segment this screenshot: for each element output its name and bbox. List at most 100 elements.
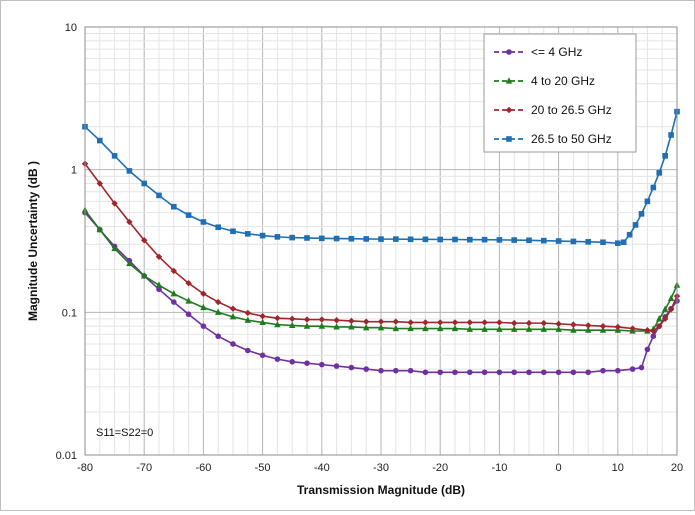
- data-point: [185, 311, 192, 318]
- legend-label: 26.5 to 50 GHz: [531, 132, 612, 146]
- data-point: [289, 359, 296, 365]
- data-point: [451, 319, 459, 326]
- data-point: [259, 318, 266, 326]
- legend: <= 4 GHz 4 to 20 GHz 20 to 26.5 GHz 26.5 to…: [483, 33, 637, 153]
- data-point: [496, 369, 503, 376]
- data-point: [141, 237, 148, 244]
- data-point: [668, 132, 674, 138]
- data-point: [377, 323, 385, 331]
- data-point: [215, 308, 222, 315]
- series-3: [81, 160, 681, 335]
- data-point: [111, 244, 118, 252]
- data-point: [644, 346, 651, 353]
- data-point: [348, 364, 355, 371]
- data-point: [422, 369, 429, 376]
- data-point: [170, 267, 177, 275]
- data-point: [599, 326, 607, 333]
- data-point: [407, 324, 414, 332]
- data-point: [496, 319, 503, 326]
- x-tick-label: 10: [612, 462, 624, 474]
- data-point: [274, 320, 281, 328]
- data-point: [141, 272, 148, 279]
- data-point: [378, 367, 384, 374]
- data-point: [393, 367, 399, 374]
- y-axis-title: Magnitude Uncertainty (dB ): [26, 161, 40, 321]
- x-tick-labels: -80 -70 -60 -50 -40 -30 -20 -10 0 10 20: [77, 462, 683, 474]
- data-point: [656, 315, 663, 322]
- data-point: [126, 168, 133, 174]
- data-point: [667, 294, 675, 302]
- data-point: [393, 236, 399, 242]
- data-point: [111, 200, 118, 207]
- x-tick-label: -70: [136, 462, 152, 474]
- x-tick-label: -60: [195, 462, 211, 474]
- data-point: [318, 322, 325, 329]
- data-point: [650, 333, 657, 340]
- data-point: [200, 323, 207, 329]
- data-point: [644, 326, 651, 334]
- data-point: [422, 319, 429, 326]
- data-point: [638, 211, 645, 217]
- data-point: [363, 318, 370, 325]
- data-point: [452, 369, 458, 376]
- data-point: [230, 341, 236, 347]
- data-point: [392, 324, 399, 332]
- data-point: [378, 236, 384, 242]
- data-point: [126, 259, 133, 267]
- legend-items: <= 4 GHz 4 to 20 GHz 20 to 26.5 GHz 26.5 to…: [494, 45, 612, 146]
- data-point: [244, 309, 251, 317]
- data-point: [126, 218, 133, 226]
- data-point: [614, 323, 621, 331]
- data-point: [526, 237, 532, 244]
- legend-swatch-marker: [505, 77, 513, 84]
- x-tick-label: -50: [255, 462, 271, 474]
- data-point: [555, 369, 562, 376]
- legend-item: 26.5 to 50 GHz: [494, 132, 612, 146]
- data-point: [156, 286, 162, 293]
- data-point: [650, 184, 657, 191]
- data-point: [319, 235, 325, 242]
- data-point: [363, 366, 370, 372]
- data-point: [230, 228, 236, 235]
- data-point: [451, 324, 459, 332]
- data-point: [407, 367, 414, 374]
- data-point: [496, 325, 503, 332]
- data-point: [170, 289, 177, 297]
- data-point: [629, 366, 636, 372]
- data-point: [650, 327, 657, 335]
- data-point: [348, 235, 355, 242]
- legend-label: 20 to 26.5 GHz: [531, 103, 612, 117]
- data-point: [452, 236, 458, 243]
- data-point: [200, 219, 207, 225]
- data-point: [437, 319, 444, 326]
- data-point: [661, 305, 669, 312]
- data-point: [319, 361, 325, 368]
- data-point: [422, 236, 429, 243]
- data-point: [422, 324, 429, 332]
- data-point: [245, 347, 251, 354]
- data-point: [229, 305, 237, 312]
- data-point: [615, 367, 621, 374]
- x-tick-label: -40: [314, 462, 330, 474]
- legend-swatch-marker: [505, 106, 513, 114]
- data-point: [363, 236, 369, 242]
- data-point: [96, 225, 103, 233]
- data-point: [661, 315, 669, 323]
- annotation-s11-s22: S11=S22=0: [96, 427, 153, 439]
- data-point: [615, 240, 621, 247]
- x-tick-label: -10: [491, 462, 507, 474]
- series-layer: [81, 108, 681, 376]
- data-point: [348, 317, 355, 325]
- data-point: [333, 317, 340, 324]
- data-point: [200, 303, 207, 311]
- data-point: [303, 322, 311, 329]
- data-point: [155, 281, 163, 288]
- data-point: [599, 322, 607, 330]
- series-line: [84, 209, 678, 332]
- data-point: [304, 235, 310, 241]
- data-point: [541, 237, 547, 244]
- x-tick-label: 20: [671, 462, 683, 474]
- data-point: [274, 314, 281, 322]
